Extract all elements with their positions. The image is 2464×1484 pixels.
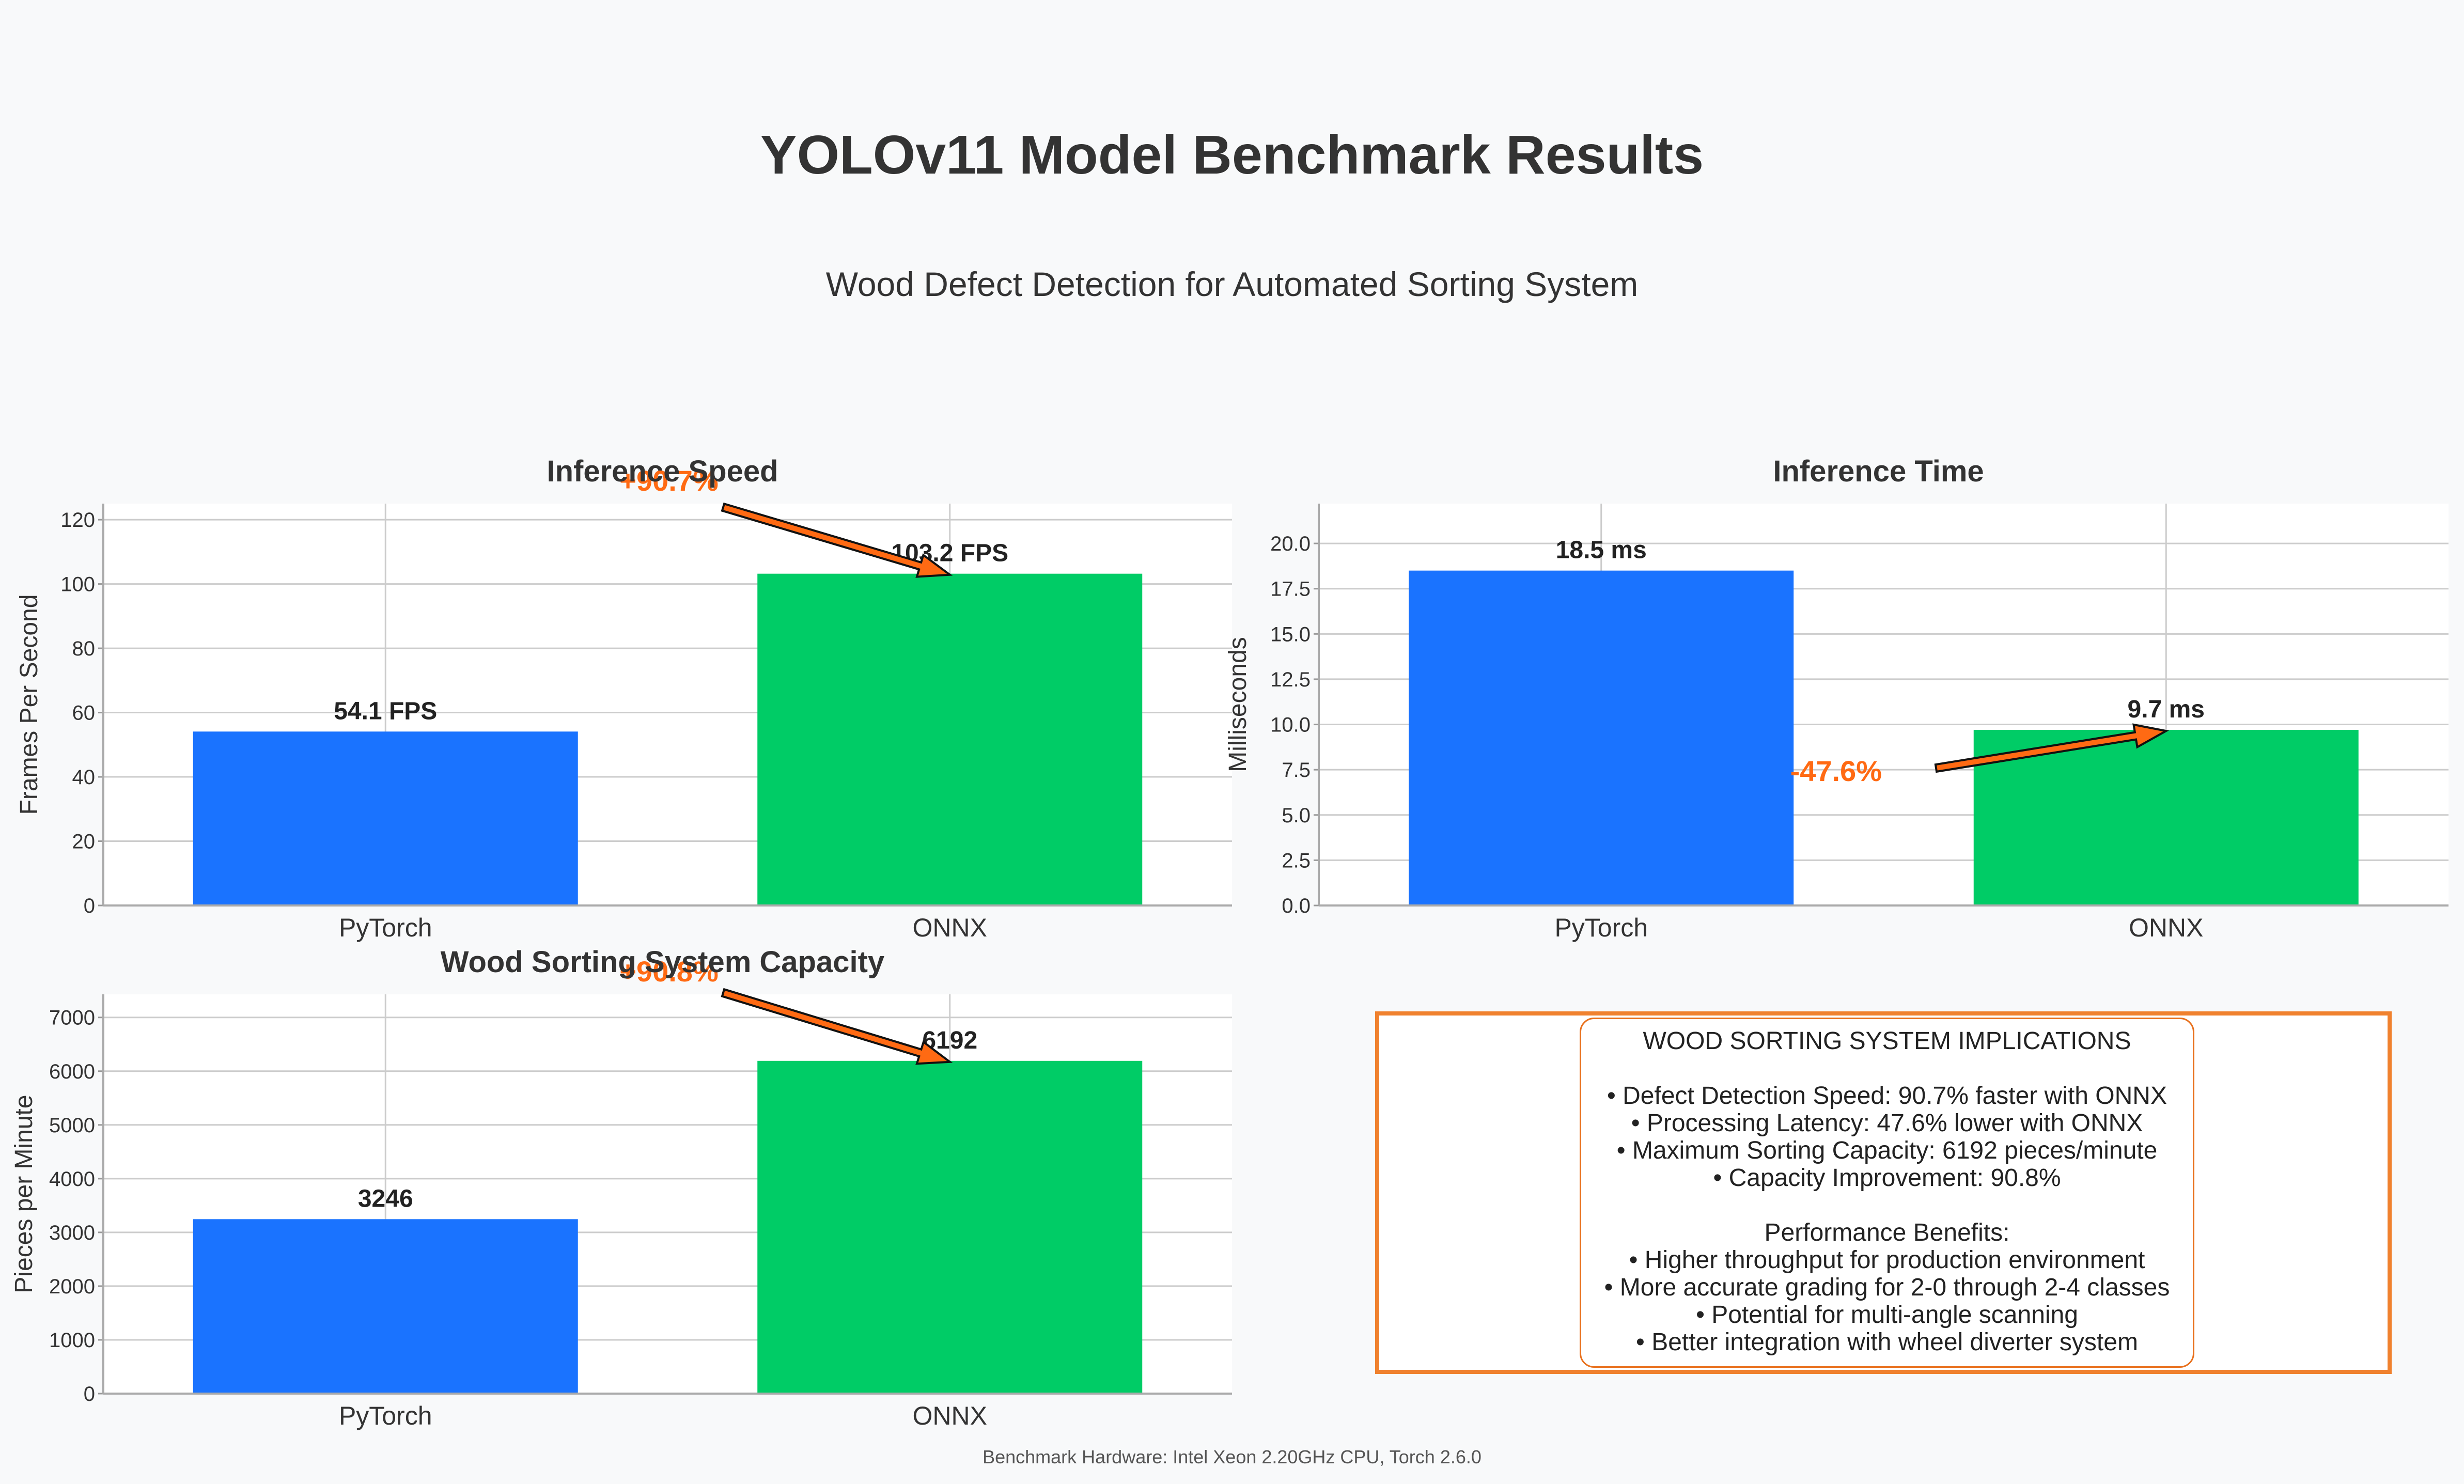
y-tick-label: 7.5 [1282,759,1311,782]
y-tick-label: 5000 [49,1114,95,1137]
y-tick-label: 5.0 [1282,804,1311,827]
data-label: 18.5 ms [1556,537,1647,564]
implications-card: WOOD SORTING SYSTEM IMPLICATIONS • Defec… [1580,1018,2194,1368]
chart-title: Inference Speed [547,455,778,488]
implications-panel: WOOD SORTING SYSTEM IMPLICATIONS • Defec… [1375,1011,2392,1374]
y-tick-label: 4000 [49,1168,95,1191]
y-axis-label: Frames Per Second [15,595,43,815]
bar-pytorch [193,1219,578,1394]
implication-metric: • Processing Latency: 47.6% lower with O… [1631,1110,2143,1137]
y-tick-label: 10.0 [1270,714,1311,737]
y-tick-label: 60 [72,702,96,725]
benefits-heading: Performance Benefits: [1764,1219,2010,1246]
y-tick-label: 12.5 [1270,668,1311,691]
annotation-label: -47.6% [1790,755,1882,787]
y-tick-label: 6000 [49,1060,95,1083]
implications-heading: WOOD SORTING SYSTEM IMPLICATIONS [1643,1027,2131,1055]
spacer [1581,1055,2193,1082]
inference-time-chart: 0.0 2.5 5.0 7.5 10.0 12.5 15.0 17.5 20.0 PyTorch O… [1224,455,2449,942]
chart-title: Inference Time [1773,455,1984,488]
y-axis-label: Milliseconds [1224,637,1252,772]
chart-title: Wood Sorting System Capacity [441,945,884,979]
page-subtitle: Wood Defect Detection for Automated Sort… [825,265,1639,303]
bar-pytorch [193,731,578,905]
implication-metric: • Maximum Sorting Capacity: 6192 pieces/… [1616,1137,2158,1164]
y-tick-label: 7000 [49,1007,95,1029]
x-tick-label: ONNX [913,913,987,942]
y-tick-label: 100 [60,573,95,596]
bar-onnx [1973,730,2359,905]
annotation-arrow [721,502,953,578]
x-tick-label: PyTorch [339,913,432,942]
data-label: 3246 [358,1185,413,1212]
y-tick-label: 80 [72,637,96,660]
bar-onnx [757,1060,1143,1394]
x-tick-label: PyTorch [1554,913,1648,942]
x-tick-label: ONNX [913,1401,987,1430]
y-tick-label: 17.5 [1270,578,1311,601]
data-label: 9.7 ms [2128,696,2205,723]
sorting-capacity-chart: 0 1000 2000 3000 4000 5000 6000 7000 PyTorch ONNX… [10,945,1232,1430]
y-tick-label: 20 [72,831,96,853]
benefit-item: • Higher throughput for production envir… [1629,1246,2145,1274]
y-tick-label: 0 [84,1383,95,1405]
bar-onnx [757,573,1143,905]
y-tick-label: 0.0 [1282,895,1311,917]
page-title: YOLOv11 Model Benchmark Results [760,124,1704,185]
benefit-item: • More accurate grading for 2-0 through … [1604,1274,2170,1301]
y-tick-label: 2000 [49,1275,95,1298]
annotation-label: +90.8% [619,955,719,988]
y-tick-label: 3000 [49,1222,95,1244]
y-axis-label: Pieces per Minute [10,1095,38,1293]
annotation-label: +90.7% [619,464,719,497]
y-tick-label: 20.0 [1270,533,1311,555]
benefit-item: • Better integration with wheel diverter… [1636,1329,2138,1356]
y-tick-label: 40 [72,766,96,789]
benefit-item: • Potential for multi-angle scanning [1696,1301,2078,1329]
x-tick-label: ONNX [2129,913,2203,942]
footer-note: Benchmark Hardware: Intel Xeon 2.20GHz C… [983,1446,1481,1467]
y-tick-label: 2.5 [1282,849,1311,872]
x-tick-label: PyTorch [339,1401,432,1430]
y-tick-label: 120 [60,509,95,532]
implication-metric: • Capacity Improvement: 90.8% [1713,1164,2061,1192]
data-label: 54.1 FPS [334,697,437,725]
spacer [1581,1192,2193,1219]
annotation-arrow [1934,723,2170,773]
y-tick-label: 15.0 [1270,623,1311,646]
y-tick-label: 1000 [49,1329,95,1352]
y-tick-label: 0 [84,895,95,917]
annotation-arrow [721,988,953,1065]
bar-pytorch [1409,570,1794,905]
implication-metric: • Defect Detection Speed: 90.7% faster w… [1607,1082,2167,1110]
